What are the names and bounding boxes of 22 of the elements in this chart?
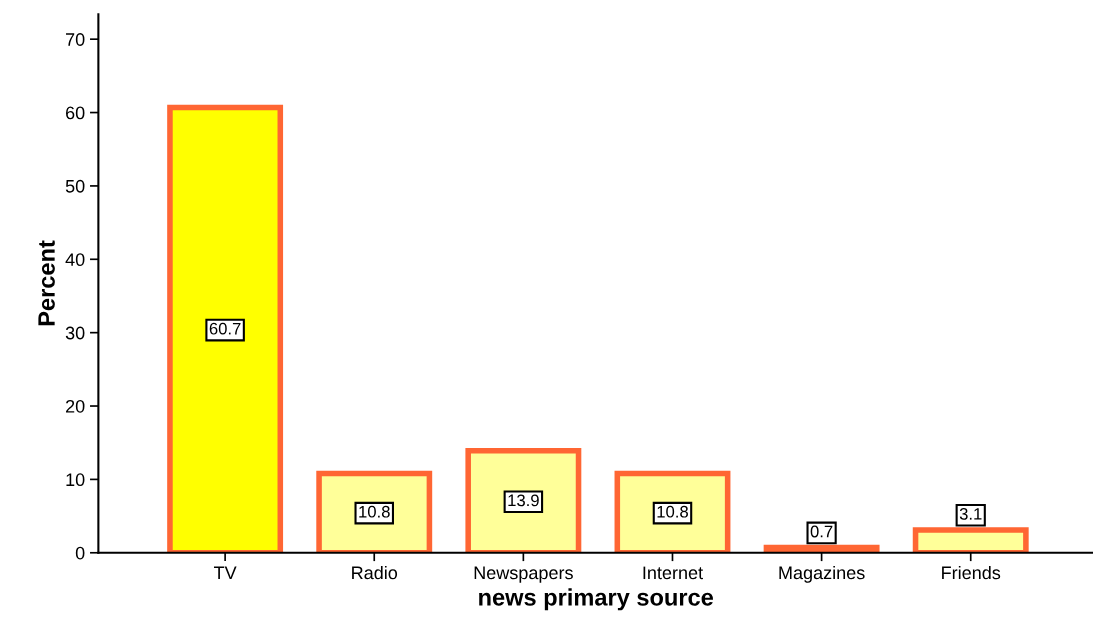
- x-tick-label: Radio: [352, 565, 398, 580]
- x-tick-label: Internet: [643, 566, 703, 580]
- y-tick-label: 0: [75, 546, 85, 560]
- y-tick-label: 60: [66, 106, 85, 120]
- data-label: 3.1: [959, 507, 982, 520]
- x-tick-label: Friends: [942, 565, 1001, 580]
- data-label: 13.9: [508, 494, 539, 507]
- x-tick-label: Newspapers: [474, 566, 573, 583]
- x-tick-label: Magazines: [779, 565, 865, 583]
- y-tick-label: 50: [65, 179, 85, 193]
- y-tick-label: 40: [65, 253, 85, 267]
- x-axis-title: news primary source: [479, 588, 713, 611]
- data-label: 10.8: [657, 505, 688, 518]
- data-label: 0.7: [810, 525, 833, 538]
- data-label: 60.7: [209, 322, 241, 335]
- data-label: 10.8: [359, 505, 390, 518]
- y-tick-label: 10: [66, 473, 85, 487]
- x-tick-label: TV: [213, 566, 237, 580]
- y-tick-label: 30: [65, 326, 85, 340]
- y-tick-label: 70: [66, 33, 85, 46]
- y-axis-title: Percent: [38, 240, 55, 326]
- y-tick-label: 20: [66, 399, 85, 413]
